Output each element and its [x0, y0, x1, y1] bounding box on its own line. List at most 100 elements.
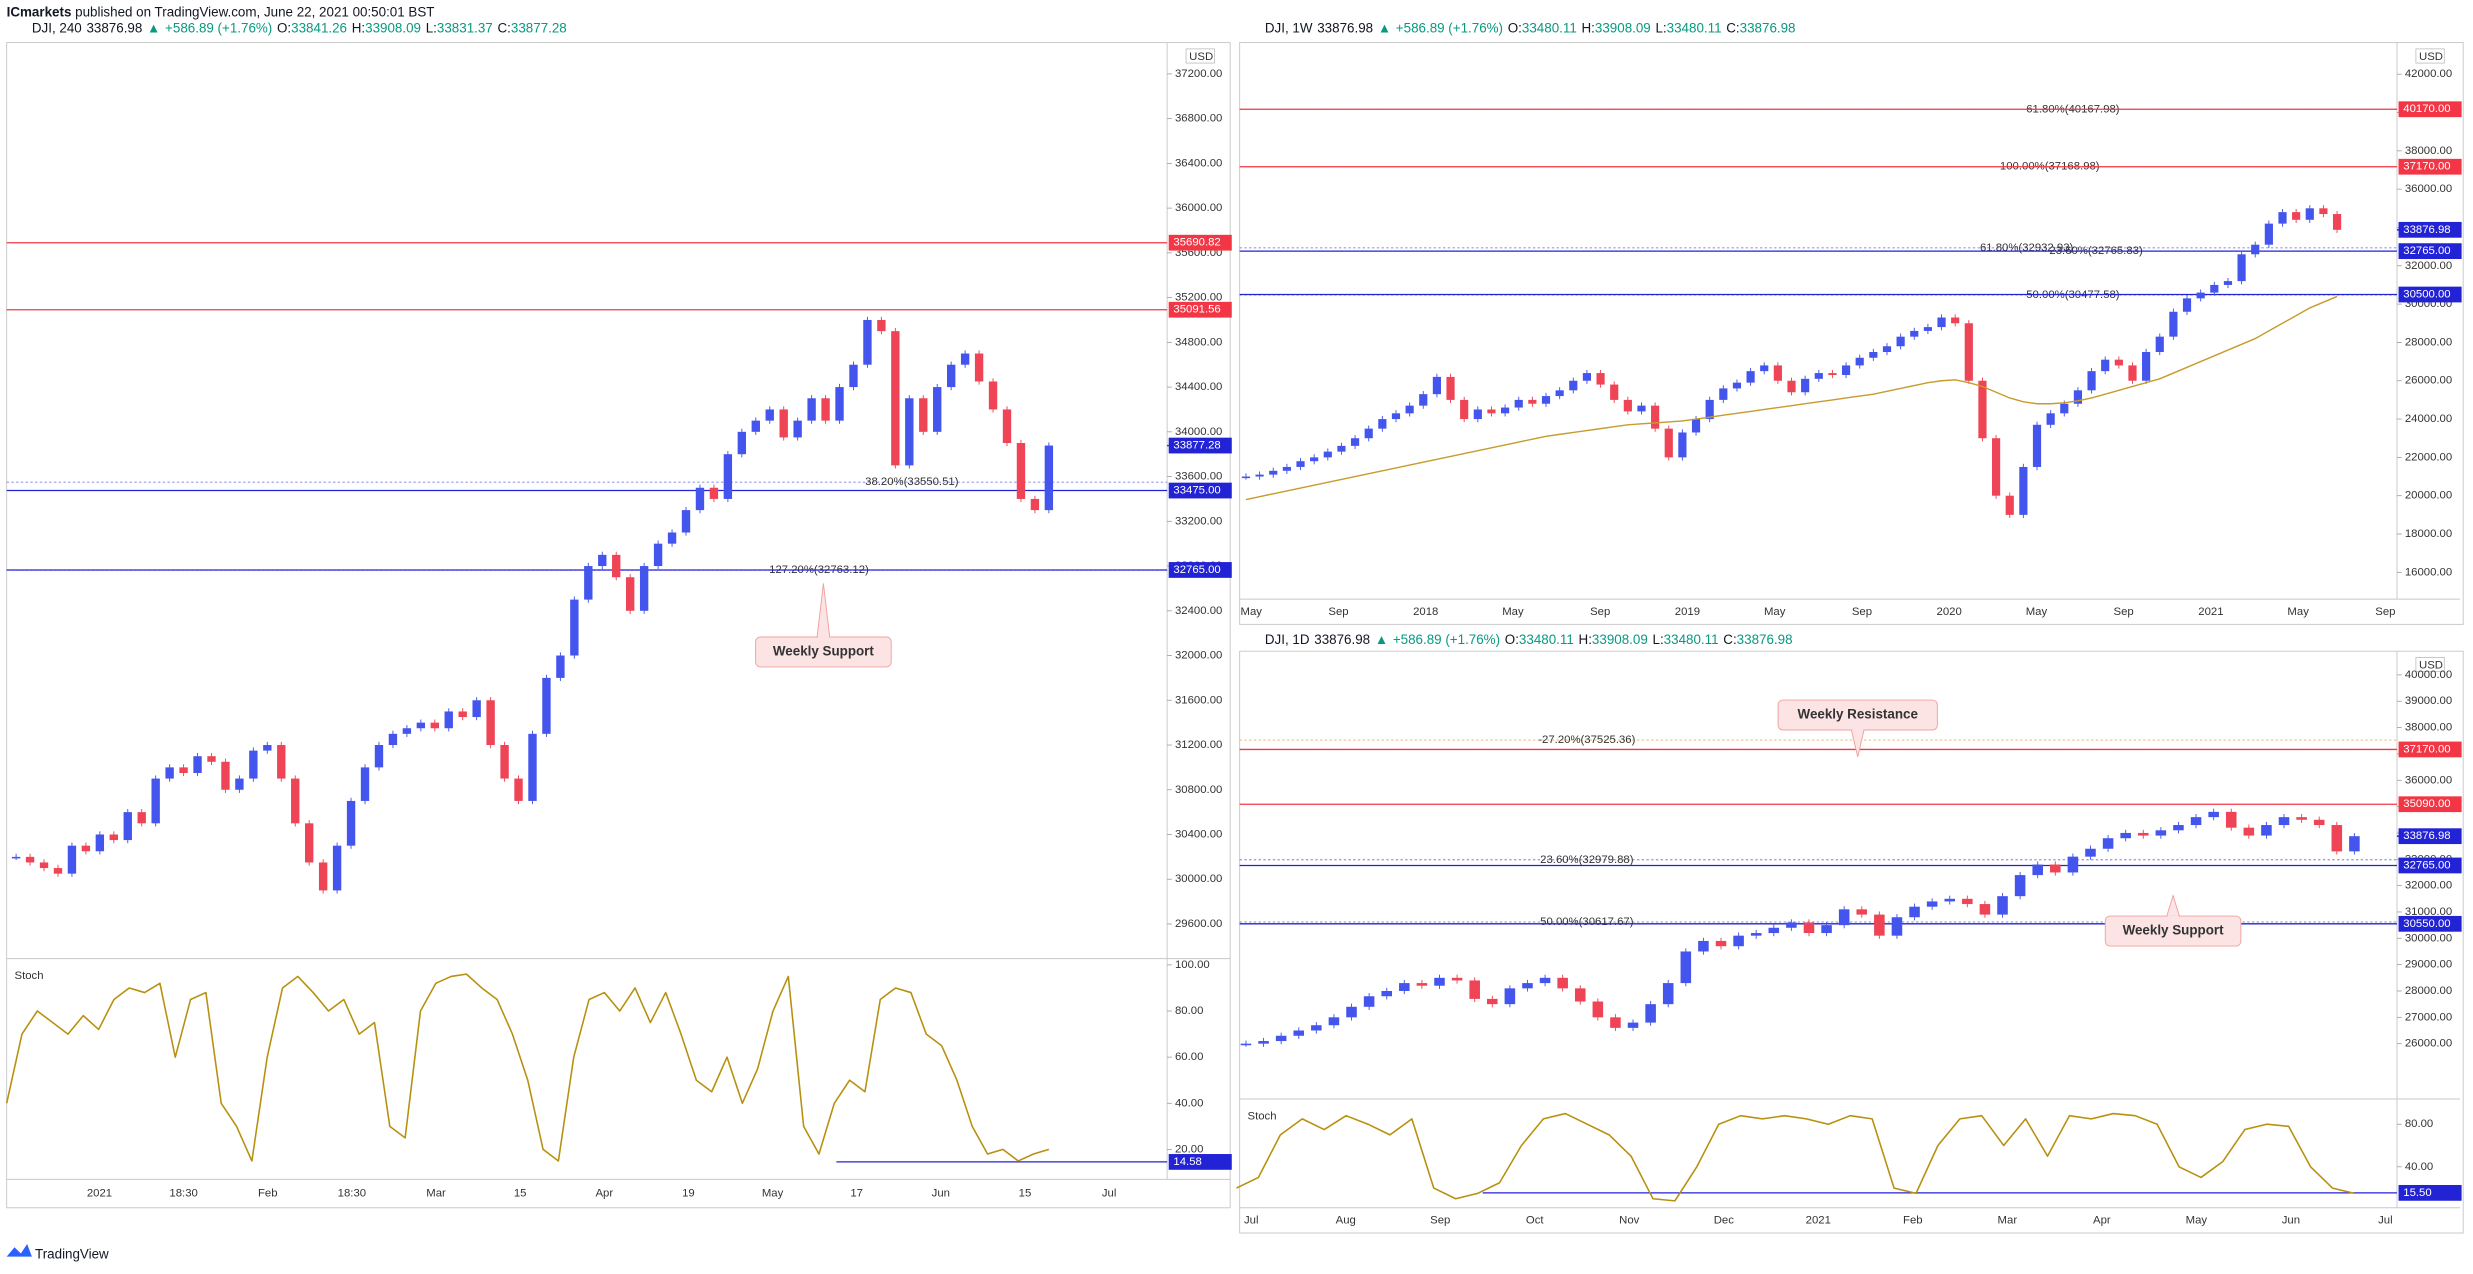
last-price-anchor: [2396, 229, 2399, 231]
y-tick-label: 29600.00: [1175, 918, 1222, 930]
candle: [2319, 208, 2328, 215]
stoch-level-label: 14.58: [1173, 1156, 1201, 1168]
x-tick-label: Feb: [1903, 1214, 1923, 1226]
candle: [2223, 281, 2233, 285]
candle: [1269, 470, 1278, 475]
candle: [1991, 438, 2001, 496]
header-part: 33877.28: [511, 20, 567, 35]
y-tick-label: 36000.00: [2405, 774, 2452, 786]
candle: [2102, 838, 2114, 849]
candle: [681, 510, 691, 533]
tv-logo: [6, 1244, 32, 1257]
header-part: 33908.09: [365, 20, 421, 35]
level-box: [1168, 234, 1232, 251]
published: published on TradingView.com, June 22, 2…: [75, 4, 434, 19]
candle: [430, 722, 439, 729]
callout-join: [1852, 728, 1864, 731]
candle: [179, 767, 188, 773]
level-box: [2398, 243, 2462, 260]
candle: [95, 834, 105, 852]
x-tick-label: 18:30: [338, 1188, 366, 1200]
candle: [1821, 925, 1832, 934]
candle: [374, 745, 384, 768]
candle: [1964, 323, 1973, 381]
candle: [1258, 1041, 1269, 1044]
candle: [388, 733, 398, 746]
candle: [2085, 848, 2096, 857]
candle: [1557, 977, 1568, 989]
x-tick-label: Sep: [1852, 606, 1872, 618]
candle: [2210, 284, 2219, 293]
y-tick-label: 31000.00: [2405, 906, 2452, 918]
candle: [2208, 811, 2219, 818]
candle: [653, 543, 663, 567]
candle: [2114, 359, 2123, 366]
x-tick-label: Jun: [932, 1188, 950, 1200]
y-tick-label: 27000.00: [2405, 1011, 2452, 1023]
candle: [528, 733, 537, 801]
candle: [2060, 403, 2069, 414]
candle: [960, 353, 970, 365]
candle: [974, 353, 984, 382]
candle: [2305, 208, 2314, 220]
x-tick-label: Sep: [2375, 606, 2395, 618]
candle: [25, 856, 35, 863]
candle: [1311, 1025, 1322, 1031]
level-box: [2398, 915, 2462, 932]
candle: [625, 577, 635, 611]
candle: [1874, 914, 1885, 936]
level-label: 32765.00: [2403, 245, 2450, 257]
candle: [2332, 214, 2342, 230]
y-tick-label: 38000.00: [2405, 722, 2452, 734]
candle: [2182, 298, 2192, 312]
candle: [221, 761, 230, 790]
candle: [1405, 405, 1414, 414]
candle: [1241, 476, 1251, 479]
candle: [2313, 819, 2325, 826]
candle: [1997, 896, 2008, 915]
candle: [1030, 498, 1040, 511]
level-label: 37170.00: [2403, 743, 2450, 755]
candle: [570, 599, 579, 656]
level-label: 37170.00: [2403, 161, 2450, 173]
header-part: O:: [277, 20, 291, 35]
level-box: [2398, 796, 2462, 813]
candle: [2173, 825, 2184, 831]
candle: [1044, 445, 1054, 511]
left-frame: [6, 42, 1231, 1209]
y-tick-label: 16000.00: [2405, 566, 2452, 578]
x-tick-label: 2018: [1413, 606, 1438, 618]
candle: [2087, 371, 2096, 391]
candle: [2331, 825, 2343, 852]
candle: [2032, 424, 2042, 467]
y-tick-label: 60.00: [1175, 1051, 1203, 1063]
y-tick-label: 80.00: [2405, 1118, 2433, 1130]
candle: [2349, 836, 2360, 852]
candle: [2292, 212, 2301, 220]
candle: [807, 398, 816, 421]
x-tick-label: 2021: [2198, 606, 2223, 618]
last-price-box: [2398, 828, 2462, 845]
candle: [318, 862, 328, 891]
candle: [1645, 1004, 1656, 1023]
x-tick-label: Dec: [1714, 1214, 1735, 1226]
header-part: C:: [1723, 632, 1736, 647]
x-tick-label: Sep: [2114, 606, 2134, 618]
x-tick-label: May: [1764, 606, 1786, 618]
candle: [1255, 474, 1264, 477]
last-price-box: [2398, 221, 2462, 238]
candle: [1460, 399, 1469, 420]
candle: [1364, 428, 1373, 439]
candle: [11, 856, 21, 859]
candle: [863, 319, 872, 365]
y-tick-label: 29000.00: [2405, 959, 2452, 971]
weekly-frame: [1239, 42, 2464, 625]
candle: [751, 420, 760, 432]
y-tick-label: 36000.00: [2405, 183, 2452, 195]
x-tick-label: Sep: [1430, 1214, 1450, 1226]
header-part: ▲: [147, 20, 160, 35]
candle: [2137, 832, 2149, 836]
header-part: 33480.11: [1664, 632, 1719, 647]
candle: [277, 745, 286, 779]
